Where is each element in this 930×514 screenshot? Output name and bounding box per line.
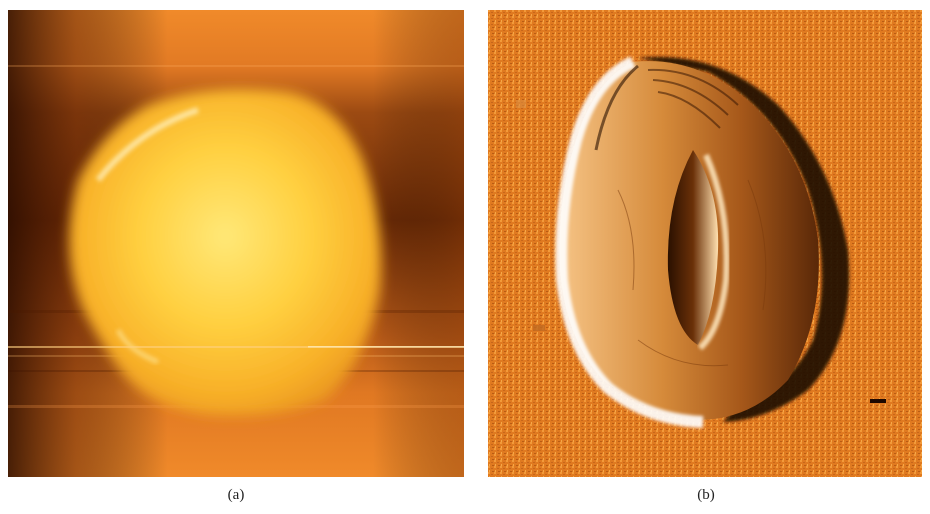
- afm-height-image: [8, 10, 464, 477]
- afm-amplitude-graphic: [488, 10, 922, 477]
- panel-a-caption: (a): [227, 487, 245, 503]
- afm-height-graphic: [8, 10, 464, 477]
- afm-amplitude-image: [488, 10, 922, 477]
- panel-b-caption: (b): [697, 487, 715, 503]
